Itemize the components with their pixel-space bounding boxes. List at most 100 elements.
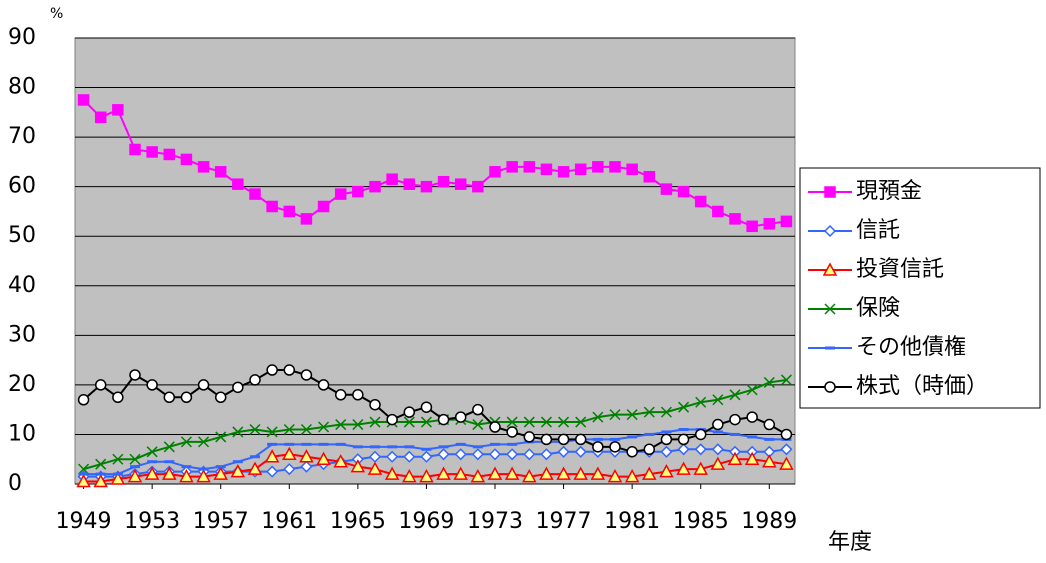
data-point — [780, 374, 792, 386]
data-point — [215, 431, 227, 443]
legend-label: 保険 — [856, 296, 900, 321]
data-point — [419, 469, 434, 483]
data-point — [317, 379, 330, 391]
x-tick-label: 1985 — [673, 509, 729, 534]
data-point — [642, 466, 657, 480]
legend-label: 信託 — [856, 218, 900, 243]
data-point — [470, 469, 486, 483]
legend-label: 現預金 — [856, 179, 922, 204]
data-point — [660, 445, 673, 458]
data-point — [249, 423, 261, 436]
data-point — [729, 389, 741, 401]
legend-label: 投資信託 — [856, 257, 944, 282]
x-tick-label: 1989 — [741, 509, 797, 534]
x-tick-label: 1977 — [536, 509, 592, 534]
data-point — [540, 163, 553, 176]
data-point — [247, 461, 263, 475]
data-point — [386, 413, 398, 426]
data-point — [197, 379, 210, 391]
data-point — [489, 166, 501, 178]
data-point — [557, 445, 570, 458]
data-point — [266, 426, 278, 438]
data-point — [420, 180, 433, 193]
data-point — [129, 453, 141, 465]
data-point — [609, 441, 621, 453]
data-point — [282, 446, 297, 461]
data-point — [127, 469, 143, 483]
data-point — [403, 178, 416, 190]
data-point — [403, 406, 416, 418]
data-point — [471, 448, 484, 461]
data-point — [283, 463, 296, 476]
data-point — [643, 443, 656, 456]
data-point — [487, 466, 503, 480]
data-point — [78, 463, 90, 475]
data-point — [454, 178, 467, 190]
data-point — [179, 469, 194, 483]
data-point — [213, 466, 228, 480]
data-point — [488, 448, 502, 461]
data-point — [763, 376, 775, 388]
data-point — [129, 143, 141, 156]
data-point — [489, 421, 501, 433]
data-point — [744, 451, 760, 465]
data-point — [93, 473, 108, 488]
data-point — [660, 183, 673, 195]
data-point — [453, 466, 468, 480]
data-point — [454, 448, 467, 461]
data-point — [266, 200, 278, 213]
legend-marker — [823, 224, 837, 238]
legend-marker — [824, 381, 836, 393]
x-tick-label: 1965 — [330, 509, 386, 534]
y-tick-label: 10 — [8, 421, 36, 446]
data-point — [230, 464, 246, 478]
data-point — [763, 418, 776, 431]
data-point — [300, 460, 313, 473]
data-point — [711, 443, 724, 456]
data-point — [162, 466, 177, 480]
y-tick-label: 40 — [8, 273, 36, 298]
data-point — [712, 205, 724, 218]
data-point — [472, 419, 484, 431]
data-point — [384, 466, 400, 480]
data-point — [540, 416, 552, 428]
data-point — [694, 428, 707, 441]
data-point — [420, 416, 432, 428]
data-point — [694, 195, 707, 208]
data-point — [163, 391, 176, 404]
y-tick-label: 70 — [8, 124, 36, 149]
data-point — [676, 461, 691, 475]
y-tick-label: 0 — [8, 471, 22, 496]
data-point — [436, 466, 451, 480]
data-point — [780, 443, 793, 456]
data-point — [112, 391, 124, 404]
y-tick-label: 80 — [8, 75, 36, 100]
data-point — [472, 403, 484, 416]
data-point — [472, 180, 484, 193]
data-point — [386, 173, 398, 185]
data-point — [540, 433, 553, 446]
data-point — [110, 471, 126, 485]
data-point — [214, 166, 227, 178]
data-point — [660, 406, 672, 418]
data-point — [144, 466, 160, 480]
legend-marker — [824, 303, 836, 315]
data-point — [77, 394, 90, 406]
y-unit: % — [50, 6, 63, 22]
data-point — [712, 394, 724, 406]
data-point — [523, 448, 536, 461]
data-point — [283, 205, 296, 218]
x-tick-label: 1957 — [193, 509, 249, 534]
data-point — [574, 445, 587, 458]
data-point — [163, 148, 176, 161]
data-point — [214, 391, 227, 404]
data-point — [506, 426, 518, 438]
data-point — [763, 218, 776, 230]
data-point — [779, 456, 794, 470]
data-point — [266, 465, 279, 478]
data-point — [420, 401, 433, 413]
data-point — [367, 461, 383, 475]
data-point — [607, 469, 623, 483]
data-point — [677, 443, 690, 456]
data-point — [334, 389, 347, 401]
